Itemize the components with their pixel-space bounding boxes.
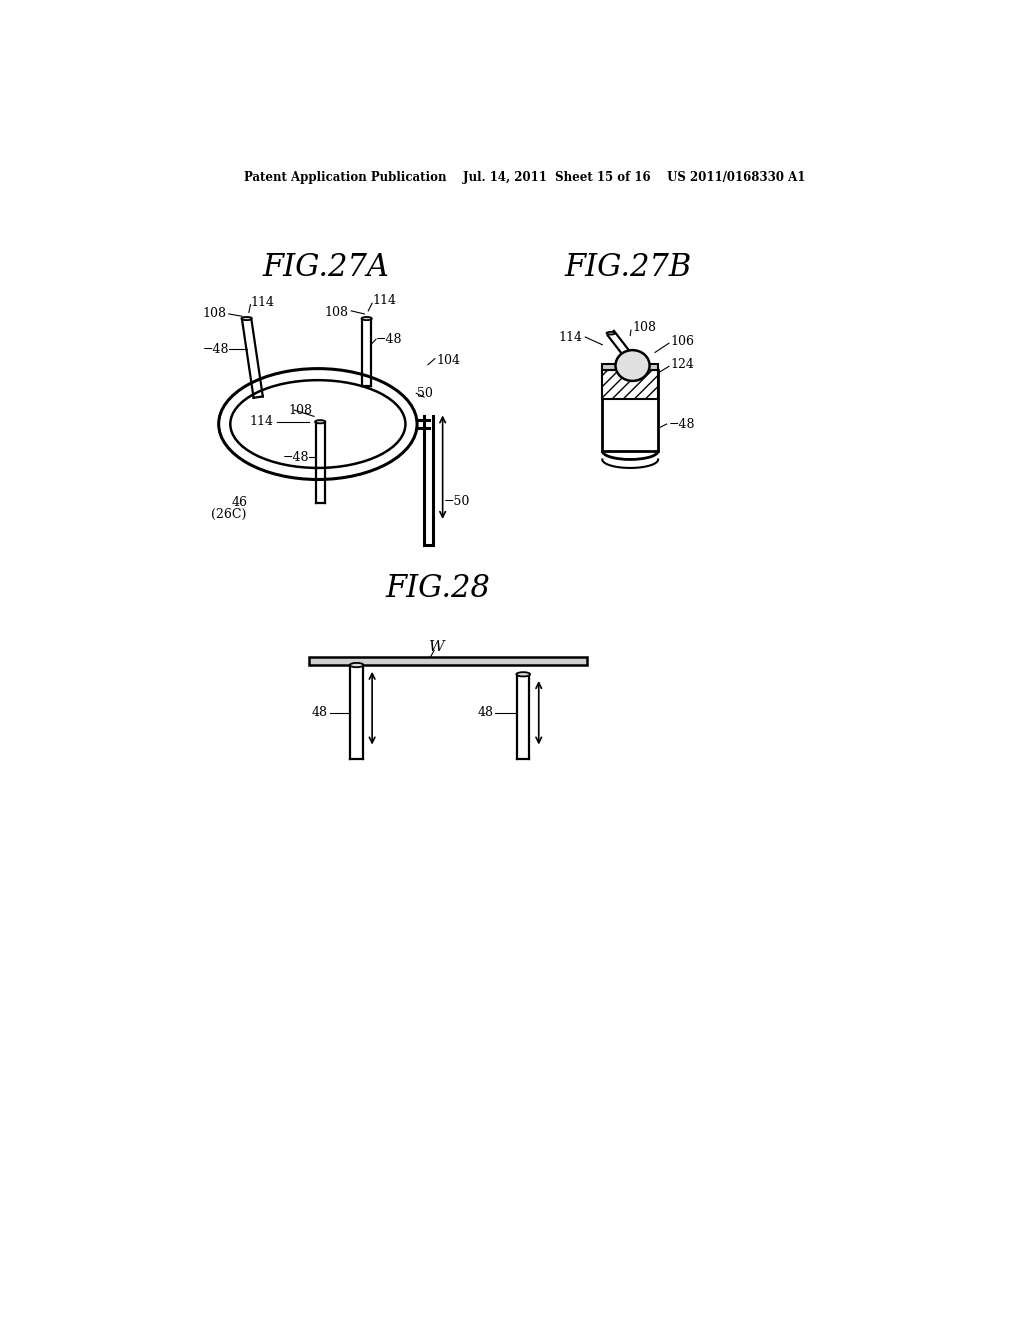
Text: 106: 106 [671,335,694,348]
Text: 48: 48 [312,706,328,719]
Bar [308,657,587,665]
Bar [602,370,658,451]
Text: 108: 108 [325,306,349,319]
Ellipse shape [361,317,372,321]
Text: 114: 114 [251,296,274,309]
Text: 108: 108 [633,321,656,334]
Ellipse shape [350,663,364,667]
Text: FIG.27B: FIG.27B [564,252,691,284]
Text: −48: −48 [283,450,309,463]
Text: 108: 108 [289,404,312,417]
Text: FIG.28: FIG.28 [386,573,490,603]
Text: W: W [429,640,444,655]
Text: −50: −50 [444,495,471,508]
Ellipse shape [615,350,649,381]
Text: 114: 114 [250,416,273,428]
Text: 124: 124 [671,358,694,371]
Text: 114: 114 [372,294,396,308]
Text: −48: −48 [376,333,402,346]
Text: 46: 46 [232,496,248,510]
Ellipse shape [606,331,615,334]
Text: −48: −48 [203,343,228,356]
Text: 48: 48 [478,706,494,719]
Ellipse shape [315,420,326,424]
Text: 114: 114 [559,330,583,343]
Ellipse shape [516,672,530,676]
Text: Patent Application Publication    Jul. 14, 2011  Sheet 15 of 16    US 2011/01683: Patent Application Publication Jul. 14, … [244,172,806,185]
Text: FIG.27A: FIG.27A [262,252,389,284]
Bar [602,364,658,370]
Ellipse shape [242,317,252,321]
Bar [602,370,658,400]
Text: 104: 104 [436,354,461,367]
Text: 50: 50 [417,387,433,400]
Text: −48: −48 [669,417,695,430]
Text: 108: 108 [203,308,226,321]
Text: (26C): (26C) [211,508,247,520]
